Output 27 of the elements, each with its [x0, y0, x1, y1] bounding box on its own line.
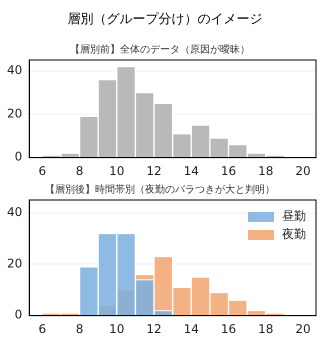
y-tick-label: 0: [14, 150, 22, 164]
y-tick-label: 20: [6, 256, 22, 270]
x-tick-label: 18: [258, 164, 274, 178]
y-tick-label: 40: [6, 204, 22, 219]
chart-subtitle: 【層別前】全体のデータ（原因が曖昧）: [70, 44, 250, 56]
x-tick-label: 6: [38, 322, 46, 336]
x-tick-label: 8: [76, 322, 84, 336]
x-tick-label: 10: [109, 322, 124, 336]
x-tick-label: 12: [146, 164, 162, 178]
chart-title: 【層別後】時間帯別（夜勤のバラつきが大と判明）: [45, 184, 275, 196]
x-tick-label: 14: [184, 164, 199, 178]
y-tick-label: 40: [6, 62, 22, 77]
y-tick-label: 0: [14, 308, 22, 322]
x-tick-label: 16: [220, 164, 236, 178]
x-tick-label: 16: [220, 322, 236, 336]
x-tick-label: 10: [109, 164, 124, 178]
y-tick-label: 20: [6, 106, 22, 120]
x-tick-label: 8: [76, 164, 84, 178]
legend-label: 昼勤: [282, 209, 306, 224]
x-tick-label: 20: [295, 322, 311, 336]
legend-label: 夜勤: [282, 227, 306, 242]
x-tick-label: 14: [184, 322, 199, 336]
chart-title: 層別（グループ分け）のイメージ: [66, 11, 264, 29]
x-tick-label: 18: [258, 322, 274, 336]
x-tick-label: 20: [295, 164, 311, 178]
x-tick-label: 6: [38, 164, 46, 178]
x-tick-label: 12: [146, 322, 162, 336]
